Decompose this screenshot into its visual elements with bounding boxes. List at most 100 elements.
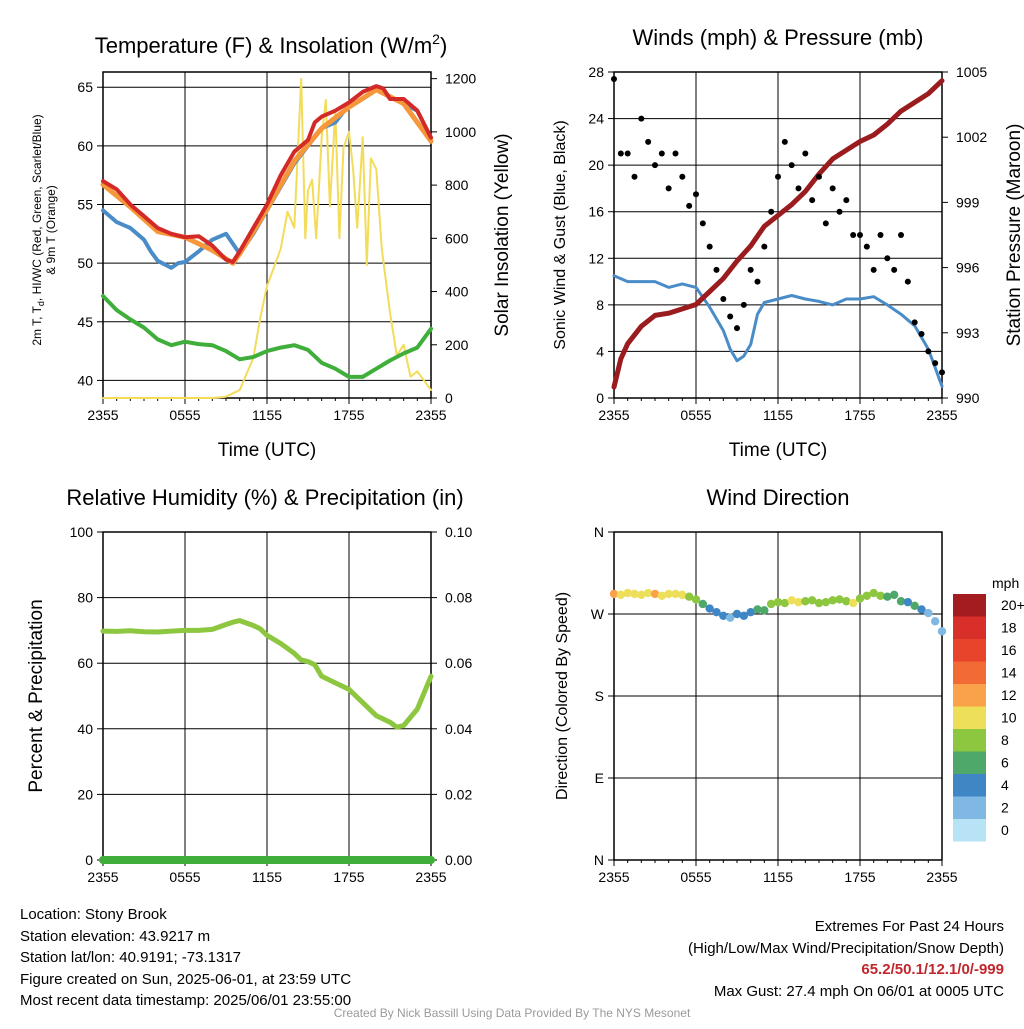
x-tick-label: 1155 — [763, 407, 793, 423]
gust-point — [911, 319, 918, 326]
gust-point — [679, 173, 686, 180]
legend-label: 12 — [1001, 687, 1017, 703]
gust-point — [624, 150, 631, 157]
x-tick-label: 2355 — [415, 407, 446, 423]
legend-swatch — [953, 639, 986, 662]
y-tick-label: S — [595, 688, 604, 704]
direction-point — [828, 596, 837, 605]
direction-point — [719, 611, 728, 621]
gust-point — [781, 138, 788, 145]
gust-point — [761, 243, 768, 250]
legend-label: 14 — [1001, 665, 1017, 681]
y-axis-label-part: , HI/WC (Red, Green, Scarlet/Blue) — [30, 114, 44, 301]
y-right-tick-label: 200 — [445, 337, 469, 353]
gust-point — [809, 197, 816, 204]
y-axis-label-part: 2m T, T — [30, 305, 44, 345]
gust-point — [740, 301, 747, 308]
gust-point — [734, 325, 740, 332]
speed-legend: mph 20+ 18 16 14 12 10 8 6 4 2 0 — [953, 575, 1024, 842]
gust-point — [904, 278, 911, 285]
gust-point — [802, 150, 809, 157]
direction-point — [883, 592, 892, 601]
y-right-tick-label: 400 — [445, 284, 469, 300]
chart-2: 2355 0555 1155 1755 235504812162024289909939… — [552, 25, 1024, 461]
y-tick-label: 20 — [77, 786, 93, 802]
direction-point — [739, 611, 749, 621]
gust-point — [617, 150, 624, 157]
gust-point — [829, 185, 836, 192]
gust-point — [754, 278, 761, 285]
x-tick-label: 1155 — [763, 869, 793, 885]
legend-swatch — [953, 616, 986, 639]
chart-title-superscript: 2 — [432, 31, 440, 47]
station-location: Location: Stony Brook — [20, 906, 167, 923]
gust-point — [884, 255, 891, 262]
direction-point — [657, 591, 667, 600]
direction-point — [896, 597, 906, 606]
gust-point — [775, 173, 781, 180]
chart-title: Wind Direction — [706, 485, 849, 510]
chart-title: Winds (mph) & Pressure (mb) — [633, 25, 924, 50]
chart-title: Relative Humidity (%) & Precipitation (i… — [66, 485, 463, 510]
legend-label: 16 — [1001, 642, 1017, 658]
legend-swatch — [953, 796, 986, 819]
legend-label: 10 — [1001, 710, 1017, 726]
x-axis-label: Time (UTC) — [218, 440, 317, 461]
figure-created: Figure created on Sun, 2025-06-01, at 23… — [20, 970, 352, 988]
plot-frame — [613, 71, 943, 399]
x-tick-label: 1155 — [252, 869, 282, 885]
y-tick-label: 45 — [77, 314, 93, 330]
direction-point — [623, 588, 632, 598]
y-right-tick-label: 0 — [445, 390, 453, 406]
y-right-axis-label: Station Pressure (Maroon) — [1004, 124, 1024, 347]
station-latlon: Station lat/lon: 40.9191; -73.1317 — [20, 949, 242, 966]
direction-point — [630, 589, 639, 599]
y-right-tick-label: 1002 — [956, 129, 987, 145]
x-tick-label: 2355 — [598, 869, 629, 885]
gust-point — [891, 266, 898, 273]
y-tick-label: 65 — [77, 79, 93, 95]
gust-point — [658, 150, 665, 157]
legend-swatch — [953, 661, 986, 684]
direction-point — [609, 589, 619, 599]
direction-point — [698, 599, 708, 609]
gust-point — [816, 173, 822, 180]
recent-data-timestamp: Most recent data timestamp: 2025/06/01 2… — [20, 992, 352, 1009]
grid-lines — [608, 531, 943, 866]
direction-point — [807, 596, 817, 605]
x-tick-label: 2355 — [926, 407, 957, 423]
gust-point — [706, 243, 713, 250]
direction-point — [616, 590, 626, 600]
y-axis-label-line2: & 9m T (Orange) — [44, 185, 58, 275]
direction-point — [725, 613, 735, 622]
gust-point — [939, 369, 945, 376]
x-tick-label: 0555 — [169, 407, 200, 423]
plot-frame — [102, 71, 432, 399]
legend-swatch — [953, 819, 986, 842]
y-tick-label: N — [594, 852, 604, 868]
gust-point — [631, 173, 638, 180]
direction-point — [760, 606, 769, 615]
direction-point — [678, 590, 687, 600]
direction-point — [924, 608, 933, 618]
direction-point — [705, 604, 714, 613]
gust-point — [672, 150, 679, 157]
y-right-tick-label: 0.10 — [445, 524, 472, 540]
direction-point — [643, 588, 653, 598]
y-tick-label: 20 — [588, 157, 604, 173]
x-tick-label: 2355 — [926, 869, 957, 885]
gust-point — [720, 296, 727, 303]
legend-swatch — [953, 706, 986, 729]
direction-point — [794, 597, 803, 607]
y-axis-label-subscript: d — [36, 301, 46, 306]
gust-point — [795, 185, 802, 192]
gust-point — [863, 243, 870, 250]
gust-point — [713, 266, 720, 273]
direction-point — [937, 627, 947, 636]
direction-point — [773, 597, 783, 607]
gust-point — [747, 266, 754, 273]
y-tick-label: 100 — [70, 524, 94, 540]
direction-points — [609, 588, 947, 636]
x-tick-label: 1755 — [844, 869, 875, 885]
chart-1: 2355 0555 1155 1755 2355 40 45 50 55 60 65 0 200 400 6… — [30, 31, 513, 461]
